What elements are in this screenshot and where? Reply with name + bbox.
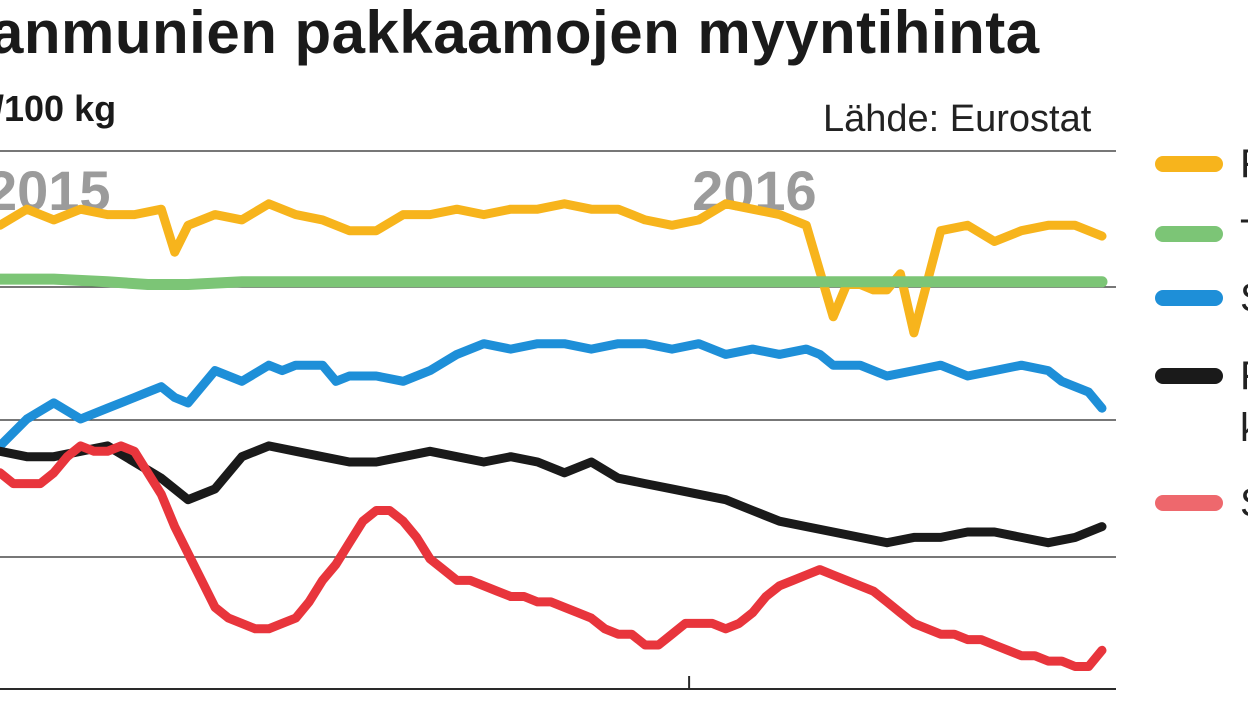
chart-title: anmunien pakkaamojen myyntihinta [0, 0, 1040, 66]
series-line-2 [0, 273, 1108, 290]
legend-key-3 [1155, 290, 1223, 306]
legend-key-1 [1155, 156, 1223, 172]
series-line-5 [0, 441, 1107, 671]
source-label: Lähde: Eurostat [823, 98, 1092, 140]
year-labels: 2015 2016 [0, 159, 817, 689]
legend-label-2: T [1240, 212, 1248, 256]
unit-label: /100 kg [0, 88, 117, 129]
legend-label-4: F [1240, 354, 1248, 398]
series-line-3 [0, 339, 1107, 451]
series-line-1 [0, 199, 1107, 338]
legend-key-5 [1155, 495, 1223, 511]
series-lines [0, 199, 1108, 671]
legend-label-5: S [1240, 481, 1248, 525]
series-line-4 [0, 441, 1107, 548]
legend-key-4 [1155, 368, 1223, 384]
legend-label-1: F [1240, 142, 1248, 186]
legend-label-3: S [1240, 276, 1248, 320]
legend-label-4-line-2: k [1240, 406, 1248, 450]
legend-key-2 [1155, 226, 1223, 242]
